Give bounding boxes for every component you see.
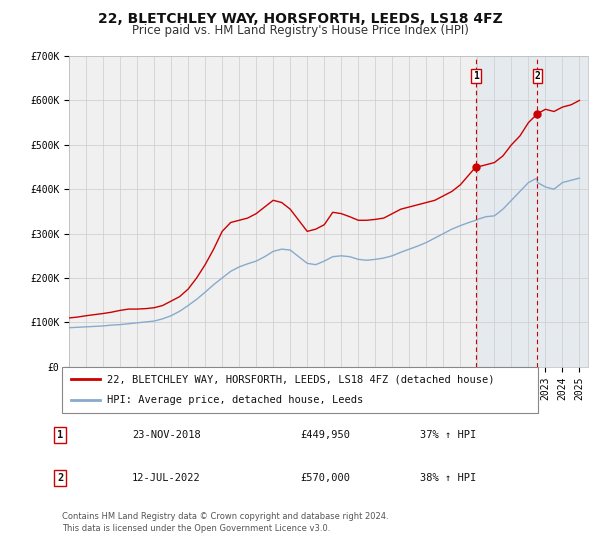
Text: 22, BLETCHLEY WAY, HORSFORTH, LEEDS, LS18 4FZ: 22, BLETCHLEY WAY, HORSFORTH, LEEDS, LS1… [98, 12, 502, 26]
Text: 1: 1 [473, 71, 479, 81]
Text: 37% ↑ HPI: 37% ↑ HPI [420, 430, 476, 440]
Text: 38% ↑ HPI: 38% ↑ HPI [420, 473, 476, 483]
Text: 23-NOV-2018: 23-NOV-2018 [132, 430, 201, 440]
Text: 2: 2 [57, 473, 63, 483]
Text: HPI: Average price, detached house, Leeds: HPI: Average price, detached house, Leed… [107, 395, 364, 405]
Text: 1: 1 [57, 430, 63, 440]
Bar [476, 56, 588, 367]
Text: Contains HM Land Registry data © Crown copyright and database right 2024.
This d: Contains HM Land Registry data © Crown c… [62, 512, 388, 533]
Text: 22, BLETCHLEY WAY, HORSFORTH, LEEDS, LS18 4FZ (detached house): 22, BLETCHLEY WAY, HORSFORTH, LEEDS, LS1… [107, 374, 494, 384]
Text: 2: 2 [535, 71, 541, 81]
FancyBboxPatch shape [62, 367, 538, 413]
Text: 12-JUL-2022: 12-JUL-2022 [132, 473, 201, 483]
Text: Price paid vs. HM Land Registry's House Price Index (HPI): Price paid vs. HM Land Registry's House … [131, 24, 469, 36]
Text: £570,000: £570,000 [300, 473, 350, 483]
Text: £449,950: £449,950 [300, 430, 350, 440]
